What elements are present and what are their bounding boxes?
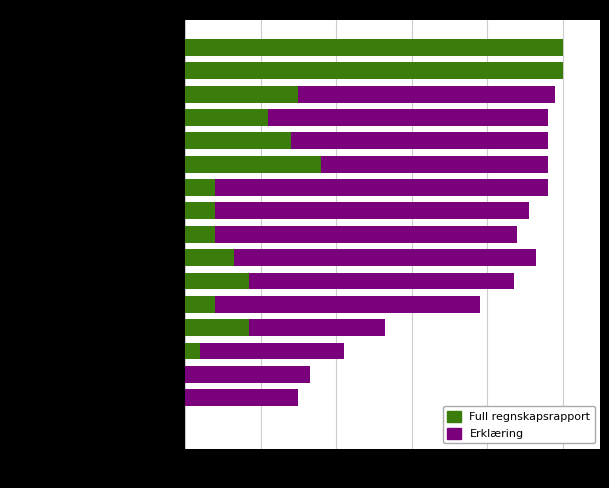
Bar [216,203,529,219]
Bar [249,272,513,289]
Bar [185,109,268,126]
Bar [185,62,563,79]
Bar [185,366,310,383]
Bar [234,249,537,266]
Bar [185,296,216,313]
Bar [185,272,249,289]
Bar [298,86,555,102]
Bar [321,156,547,173]
Bar [185,319,249,336]
Bar [185,226,216,243]
Bar [249,319,385,336]
Bar [185,203,216,219]
Bar [185,179,216,196]
Bar [216,296,480,313]
Bar [200,343,343,359]
Bar [216,179,547,196]
Legend: Full regnskapsrapport, Erklæring: Full regnskapsrapport, Erklæring [443,406,595,444]
Bar [268,109,547,126]
Bar [185,156,321,173]
Bar [185,132,291,149]
Bar [185,389,298,406]
Bar [185,249,234,266]
Bar [291,132,547,149]
Bar [185,343,200,359]
Bar [216,226,518,243]
Bar [185,39,563,56]
Bar [185,86,298,102]
